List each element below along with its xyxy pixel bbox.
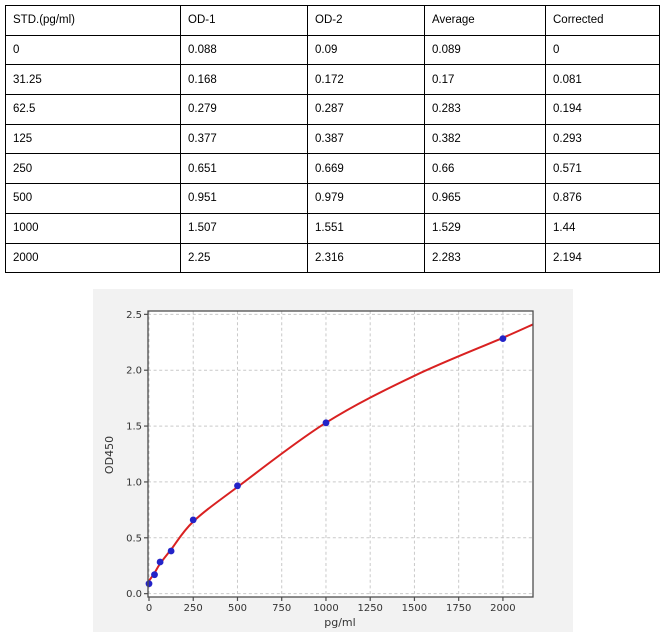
x-tick-label: 750 [272,603,291,614]
table-cell: 0.876 [545,183,660,214]
table-cell: 0.172 [307,64,425,96]
data-point-marker [234,482,241,490]
x-tick-label: 2000 [490,603,515,614]
y-tick-label: 0.0 [126,589,142,600]
table-row: 1000 1.507 1.551 1.529 1.44 [5,212,660,244]
table-cell: 125 [5,123,181,155]
table-cell: 0 [5,34,181,66]
table-cell: 0.168 [180,64,308,96]
table-cell: 0.287 [307,94,425,125]
table-cell: 0.669 [307,153,425,185]
y-tick-label: 0.5 [126,533,142,544]
table-cell: 2.194 [545,242,660,274]
table-cell: 0.194 [545,94,660,125]
standard-curve-chart: 0 250 500 750 1000 1250 1500 1750 2000 0.0 0.5 1.0 1… [103,310,534,629]
table-cell: 0 [545,34,660,66]
standards-table-body: 0 0.088 0.09 0.089 0 31.25 0.168 0.172 0.17 0.081… [5,34,660,274]
data-point-marker [322,419,330,427]
table-cell: 0.293 [545,123,660,155]
header-row: STD.(pg/ml) OD-1 OD-2 Average Corrected [5,5,660,36]
table-cell: 500 [5,183,181,214]
table-row: 250 0.651 0.669 0.66 0.571 [5,153,660,185]
table-cell: 0.17 [424,64,546,96]
data-point-marker [156,558,164,566]
x-axis-label: pg/ml [324,616,355,629]
data-point-marker [499,335,507,342]
standards-table: STD.(pg/ml) OD-1 OD-2 Average Corrected 0 0.0… [5,5,660,274]
table-cell: 250 [5,153,181,185]
table-cell: 2.316 [307,242,425,274]
table-row: 125 0.377 0.387 0.382 0.293 [5,123,660,155]
y-tick-label: 1.0 [126,477,142,488]
column-header-0: STD.(pg/ml) [5,5,181,36]
table-cell: 0.387 [307,123,425,155]
table-row: 2000 2.25 2.316 2.283 2.194 [5,242,660,274]
y-axis-label: OD450 [103,436,116,474]
table-cell: 0.965 [424,183,546,214]
table-cell: 0.283 [424,94,546,125]
plot-area [148,311,533,597]
x-tick-label: 1500 [402,603,427,614]
standard-curve-figure: 0 250 500 750 1000 1250 1500 1750 2000 0.0 0.5 1.0 1… [93,289,573,632]
column-header-3: Average [424,5,546,36]
table-cell: 1000 [5,212,181,244]
table-cell: 2.25 [180,242,308,274]
table-cell: 0.979 [307,183,425,214]
table-cell: 0.081 [545,64,660,96]
x-tick-label: 500 [228,603,247,614]
plot-border [147,310,534,598]
table-cell: 1.551 [307,212,425,244]
table-cell: 0.951 [180,183,308,214]
table-cell: 0.089 [424,34,546,66]
table-cell: 0.279 [180,94,308,125]
table-cell: 0.088 [180,34,308,66]
column-header-1: OD-1 [180,5,308,36]
table-row: 62.5 0.279 0.287 0.283 0.194 [5,94,660,125]
column-header-4: Corrected [545,5,660,36]
x-tick-label: 250 [184,603,203,614]
table-cell: 0.651 [180,153,308,185]
data-point-marker [167,547,175,555]
table-cell: 0.571 [545,153,660,185]
x-tick-label: 1000 [313,603,338,614]
table-cell: 31.25 [5,64,181,96]
table-cell: 0.66 [424,153,546,185]
table-cell: 2000 [5,242,181,274]
table-cell: 0.382 [424,123,546,155]
y-tick-label: 1.5 [126,422,142,433]
table-cell: 0.377 [180,123,308,155]
table-cell: 2.283 [424,242,546,274]
x-tick-label: 1250 [357,603,382,614]
data-point-marker [151,571,158,579]
y-tick-label: 2.5 [126,310,142,321]
table-cell: 0.09 [307,34,425,66]
x-tick-label: 0 [146,603,152,614]
table-cell: 1.507 [180,212,308,244]
table-cell: 1.529 [424,212,546,244]
table-row: 31.25 0.168 0.172 0.17 0.081 [5,64,660,96]
column-header-2: OD-2 [307,5,425,36]
data-point-marker [145,580,153,588]
table-row: 500 0.951 0.979 0.965 0.876 [5,183,660,214]
standards-table-header: STD.(pg/ml) OD-1 OD-2 Average Corrected [5,5,660,36]
table-cell: 62.5 [5,94,181,125]
table-cell: 1.44 [545,212,660,244]
x-tick-label: 1750 [446,603,471,614]
data-point-marker [189,516,197,524]
y-tick-label: 2.0 [126,366,142,377]
table-row: 0 0.088 0.09 0.089 0 [5,34,660,66]
